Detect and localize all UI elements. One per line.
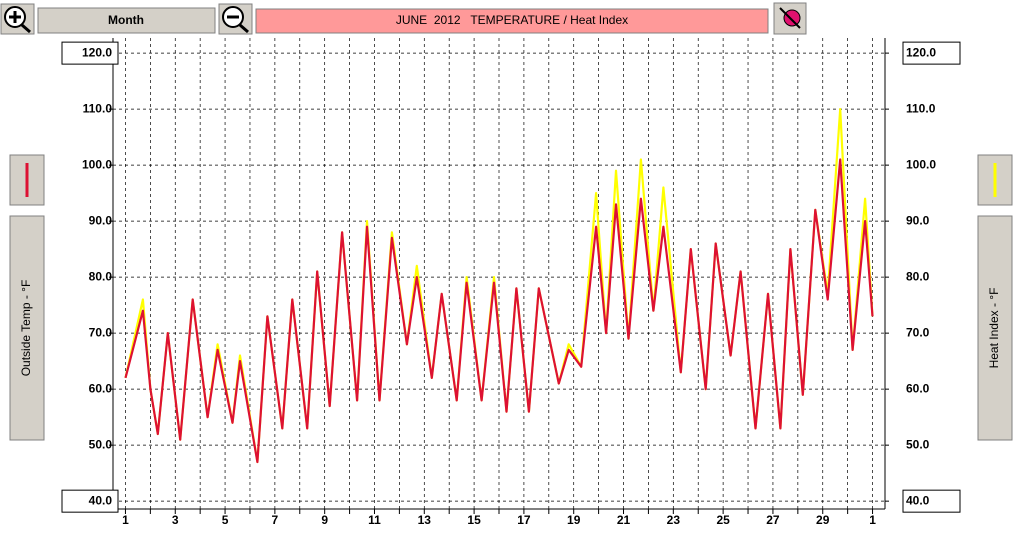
tick-box <box>902 489 961 513</box>
y-tick-label: 60.0 <box>89 381 113 395</box>
x-tick-label: 25 <box>716 513 730 527</box>
y-tick-label: 40.0 <box>89 493 113 507</box>
y2-tick-label: 80.0 <box>906 269 930 283</box>
y-tick-label: 50.0 <box>89 437 113 451</box>
zoom-out-button[interactable] <box>218 3 253 35</box>
x-tick-label: 7 <box>272 513 279 527</box>
y2-tick-label: 40.0 <box>906 493 930 507</box>
x-tick-label: 1 <box>122 513 129 527</box>
y2-tick-label: 100.0 <box>906 157 936 171</box>
y2-tick-label: 70.0 <box>906 325 930 339</box>
y2-tick-label: 90.0 <box>906 213 930 227</box>
x-tick-label: 19 <box>567 513 581 527</box>
tick-box <box>61 489 119 513</box>
zoom-in-button[interactable] <box>0 3 35 35</box>
x-tick-label: 13 <box>418 513 432 527</box>
y2-tick-label: 110.0 <box>906 101 936 115</box>
y2-tick-label: 120.0 <box>906 45 936 59</box>
title-bar <box>255 8 769 34</box>
x-tick-label: 9 <box>321 513 328 527</box>
x-tick-label: 21 <box>617 513 631 527</box>
y2-tick-label: 60.0 <box>906 381 930 395</box>
series-line <box>124 158 874 464</box>
x-tick-label: 5 <box>222 513 229 527</box>
range-button-label[interactable]: Month <box>108 13 144 27</box>
x-tick-label: 1 <box>869 513 876 527</box>
x-tick-label: 27 <box>766 513 780 527</box>
x-tick-label: 17 <box>517 513 531 527</box>
left-axis-panel[interactable] <box>9 215 45 441</box>
y2-axis-label: Heat Index - °F <box>987 288 1001 369</box>
x-tick-label: 15 <box>467 513 481 527</box>
right-axis-panel[interactable] <box>977 215 1013 441</box>
chart-title: JUNE 2012 TEMPERATURE / Heat Index <box>396 13 628 27</box>
x-tick-label: 3 <box>172 513 179 527</box>
y-tick-label: 110.0 <box>83 101 113 115</box>
x-tick-label: 11 <box>368 513 381 527</box>
tick-box <box>902 41 961 65</box>
y-tick-label: 90.0 <box>89 213 113 227</box>
x-tick-label: 23 <box>667 513 681 527</box>
y-tick-label: 70.0 <box>89 325 113 339</box>
x-tick-label: 29 <box>816 513 830 527</box>
y-tick-label: 80.0 <box>89 269 113 283</box>
y2-tick-label: 50.0 <box>906 437 930 451</box>
tick-box <box>61 41 119 65</box>
y-axis-label: Outside Temp - °F <box>19 280 33 377</box>
clear-button[interactable] <box>773 2 807 35</box>
range-button[interactable] <box>37 7 216 34</box>
y-tick-label: 100.0 <box>82 157 112 171</box>
y-tick-label: 120.0 <box>82 45 112 59</box>
